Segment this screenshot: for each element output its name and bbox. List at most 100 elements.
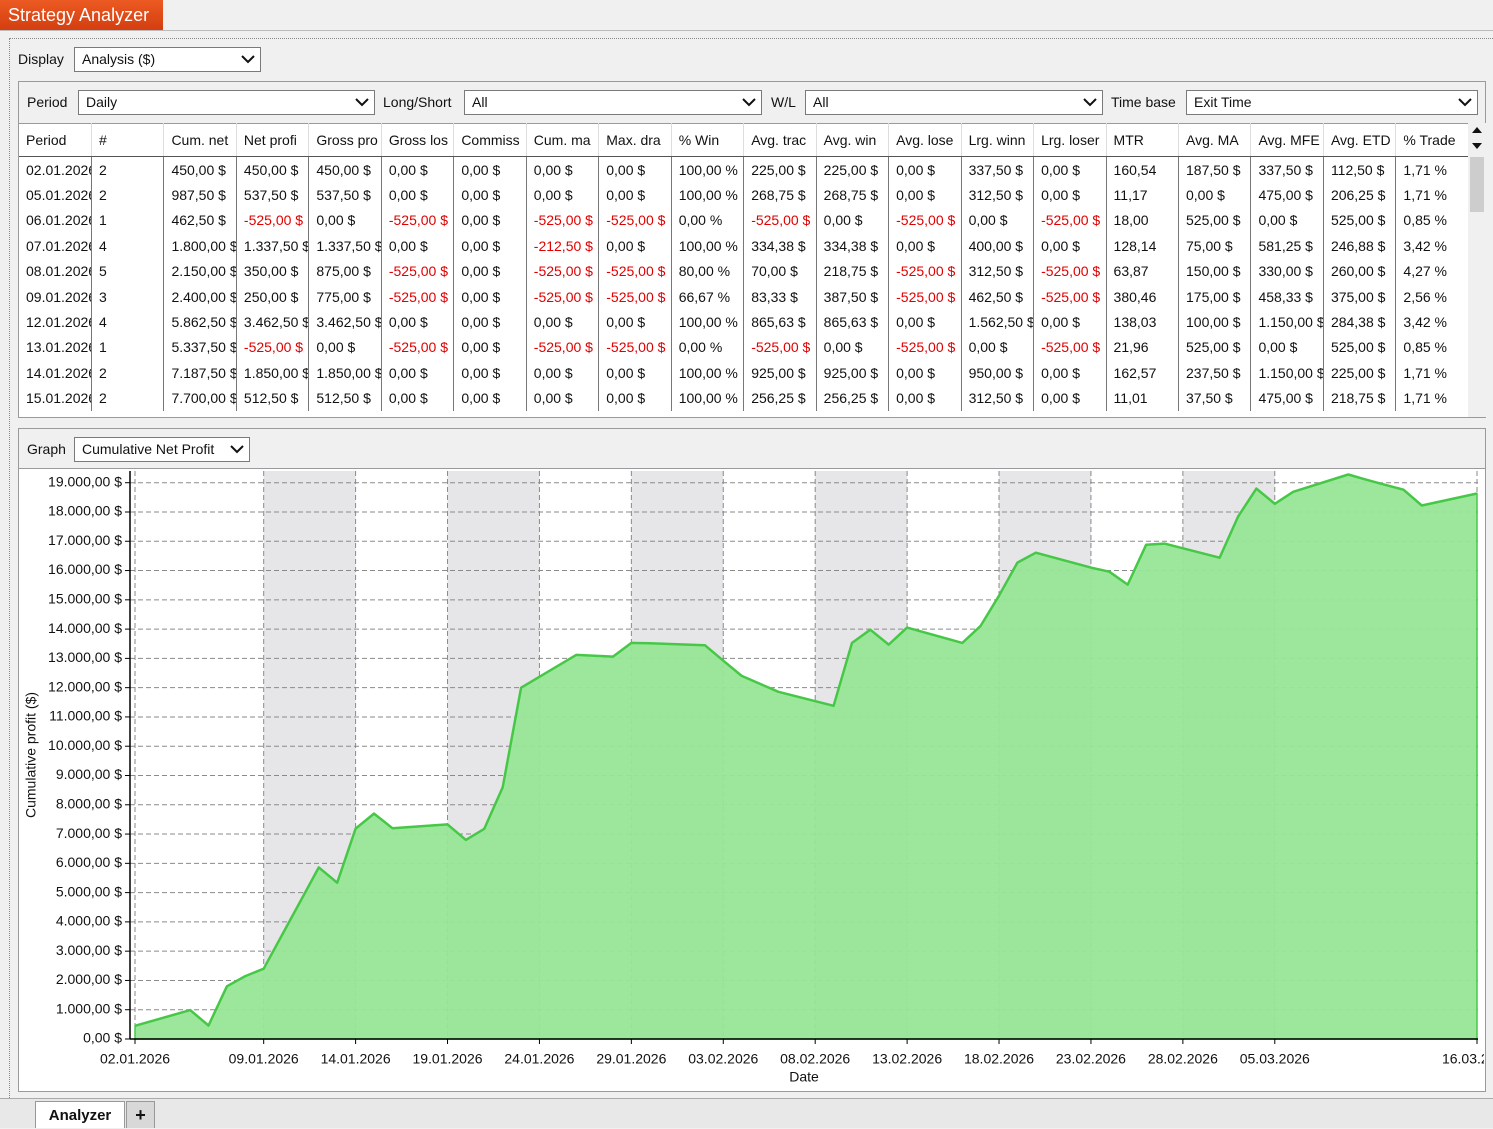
table-cell: 0,85 %	[1396, 335, 1468, 360]
table-cell: 1	[91, 208, 163, 233]
table-cell: 334,38 $	[744, 233, 816, 258]
graph-select[interactable]: Cumulative Net Profit	[74, 437, 250, 462]
table-cell: 206,25 $	[1323, 182, 1395, 207]
column-header: Avg. trac	[744, 123, 816, 157]
filter-select[interactable]: All	[805, 90, 1103, 115]
filter-label: Long/Short	[383, 90, 452, 115]
table-cell: 1.850,00 $	[309, 360, 381, 385]
scroll-thumb[interactable]	[1470, 157, 1484, 212]
table-cell: 387,50 $	[816, 284, 888, 309]
table-cell: 475,00 $	[1251, 182, 1323, 207]
filter-select[interactable]: All	[464, 90, 762, 115]
table-cell: 0,00 $	[381, 360, 453, 385]
y-tick-label: 10.000,00 $	[48, 737, 122, 753]
table-cell: 925,00 $	[744, 360, 816, 385]
scrollbar[interactable]	[1468, 123, 1486, 417]
table-cell: -212,50 $	[526, 233, 598, 258]
y-tick-label: 17.000,00 $	[48, 532, 122, 548]
table-cell: 0,00 %	[671, 208, 743, 233]
table-cell: 3.462,50 $	[236, 309, 308, 334]
table-cell: 0,00 $	[599, 309, 671, 334]
table-cell: -525,00 $	[744, 208, 816, 233]
table-cell: 330,00 $	[1251, 259, 1323, 284]
table-cell: 0,00 $	[816, 208, 888, 233]
table-cell: 284,38 $	[1323, 309, 1395, 334]
column-header: Avg. MA	[1179, 123, 1251, 157]
table-cell: 312,50 $	[961, 259, 1033, 284]
select-value: Daily	[86, 94, 117, 110]
add-tab[interactable]: +	[126, 1101, 155, 1128]
table-cell: 11,17	[1106, 182, 1178, 207]
table-cell: -525,00 $	[381, 259, 453, 284]
table-cell: -525,00 $	[889, 208, 961, 233]
table-cell: 0,00 $	[889, 182, 961, 207]
table-cell: 1.337,50 $	[309, 233, 381, 258]
x-axis-label: Date	[789, 1069, 819, 1085]
table-cell: -525,00 $	[526, 259, 598, 284]
select-value: Exit Time	[1194, 94, 1252, 110]
column-header: Cum. net	[164, 123, 236, 157]
table-cell: -525,00 $	[744, 335, 816, 360]
table-cell: 1,71 %	[1396, 182, 1468, 207]
table-row: 06.01.20261462,50 $-525,00 $0,00 $-525,0…	[19, 208, 1468, 233]
filter-select[interactable]: Daily	[78, 90, 375, 115]
table-cell: 0,00 $	[816, 335, 888, 360]
table-cell: 11,01	[1106, 386, 1178, 411]
table-cell: 1.562,50 $	[961, 309, 1033, 334]
column-header: Avg. win	[816, 123, 888, 157]
table-cell: -525,00 $	[526, 208, 598, 233]
table-cell: 525,00 $	[1179, 208, 1251, 233]
x-tick-label: 14.01.2026	[321, 1051, 391, 1067]
y-tick-label: 9.000,00 $	[56, 766, 122, 782]
table-cell: 0,00 $	[961, 208, 1033, 233]
x-tick-label: 05.03.2026	[1240, 1051, 1310, 1067]
table-cell: 0,00 $	[454, 309, 526, 334]
table-cell: 0,00 $	[599, 182, 671, 207]
table-cell: 5	[91, 259, 163, 284]
table-cell: -525,00 $	[526, 335, 598, 360]
table-cell: 2,56 %	[1396, 284, 1468, 309]
x-tick-label: 24.01.2026	[504, 1051, 574, 1067]
y-tick-label: 11.000,00 $	[49, 708, 122, 724]
table-cell: 1.150,00 $	[1251, 309, 1323, 334]
y-tick-label: 0,00 $	[83, 1030, 122, 1046]
table-cell: -525,00 $	[599, 259, 671, 284]
table-cell: 475,00 $	[1251, 386, 1323, 411]
x-tick-label: 13.02.2026	[872, 1051, 942, 1067]
table-cell: 128,14	[1106, 233, 1178, 258]
table-cell: 0,85 %	[1396, 208, 1468, 233]
table-cell: -525,00 $	[381, 335, 453, 360]
table-cell: 37,50 $	[1179, 386, 1251, 411]
table-cell: -525,00 $	[1034, 208, 1106, 233]
table-cell: 0,00 $	[1251, 208, 1323, 233]
select-value: All	[472, 94, 488, 110]
table-cell: 162,57	[1106, 360, 1178, 385]
table-row: 15.01.202627.700,00 $512,50 $512,50 $0,0…	[19, 386, 1468, 411]
table-cell: 160,54	[1106, 157, 1178, 183]
table-cell: -525,00 $	[381, 284, 453, 309]
table-cell: 5.862,50 $	[164, 309, 236, 334]
table-cell: -525,00 $	[1034, 335, 1106, 360]
dropdown-arrow	[742, 97, 756, 107]
table-row: 08.01.202652.150,00 $350,00 $875,00 $-52…	[19, 259, 1468, 284]
table-cell: -525,00 $	[889, 284, 961, 309]
chart: 0,00 $1.000,00 $2.000,00 $3.000,00 $4.00…	[20, 468, 1484, 1090]
table-cell: 350,00 $	[236, 259, 308, 284]
column-header: Max. dra	[599, 123, 671, 157]
table-cell: 865,63 $	[744, 309, 816, 334]
table-cell: 1,71 %	[1396, 386, 1468, 411]
filter-select[interactable]: Exit Time	[1186, 90, 1478, 115]
table-cell: 14.01.2026	[19, 360, 91, 385]
table-cell: 100,00 $	[1179, 309, 1251, 334]
table-cell: 450,00 $	[164, 157, 236, 183]
display-select[interactable]: Analysis ($)	[74, 47, 261, 72]
tab[interactable]: Analyzer	[35, 1101, 125, 1128]
table-cell: 3.462,50 $	[309, 309, 381, 334]
table-cell: 80,00 %	[671, 259, 743, 284]
table-cell: 75,00 $	[1179, 233, 1251, 258]
table-cell: 268,75 $	[816, 182, 888, 207]
table-cell: 0,00 $	[1179, 182, 1251, 207]
y-tick-label: 18.000,00 $	[48, 503, 122, 519]
table-cell: -525,00 $	[236, 208, 308, 233]
